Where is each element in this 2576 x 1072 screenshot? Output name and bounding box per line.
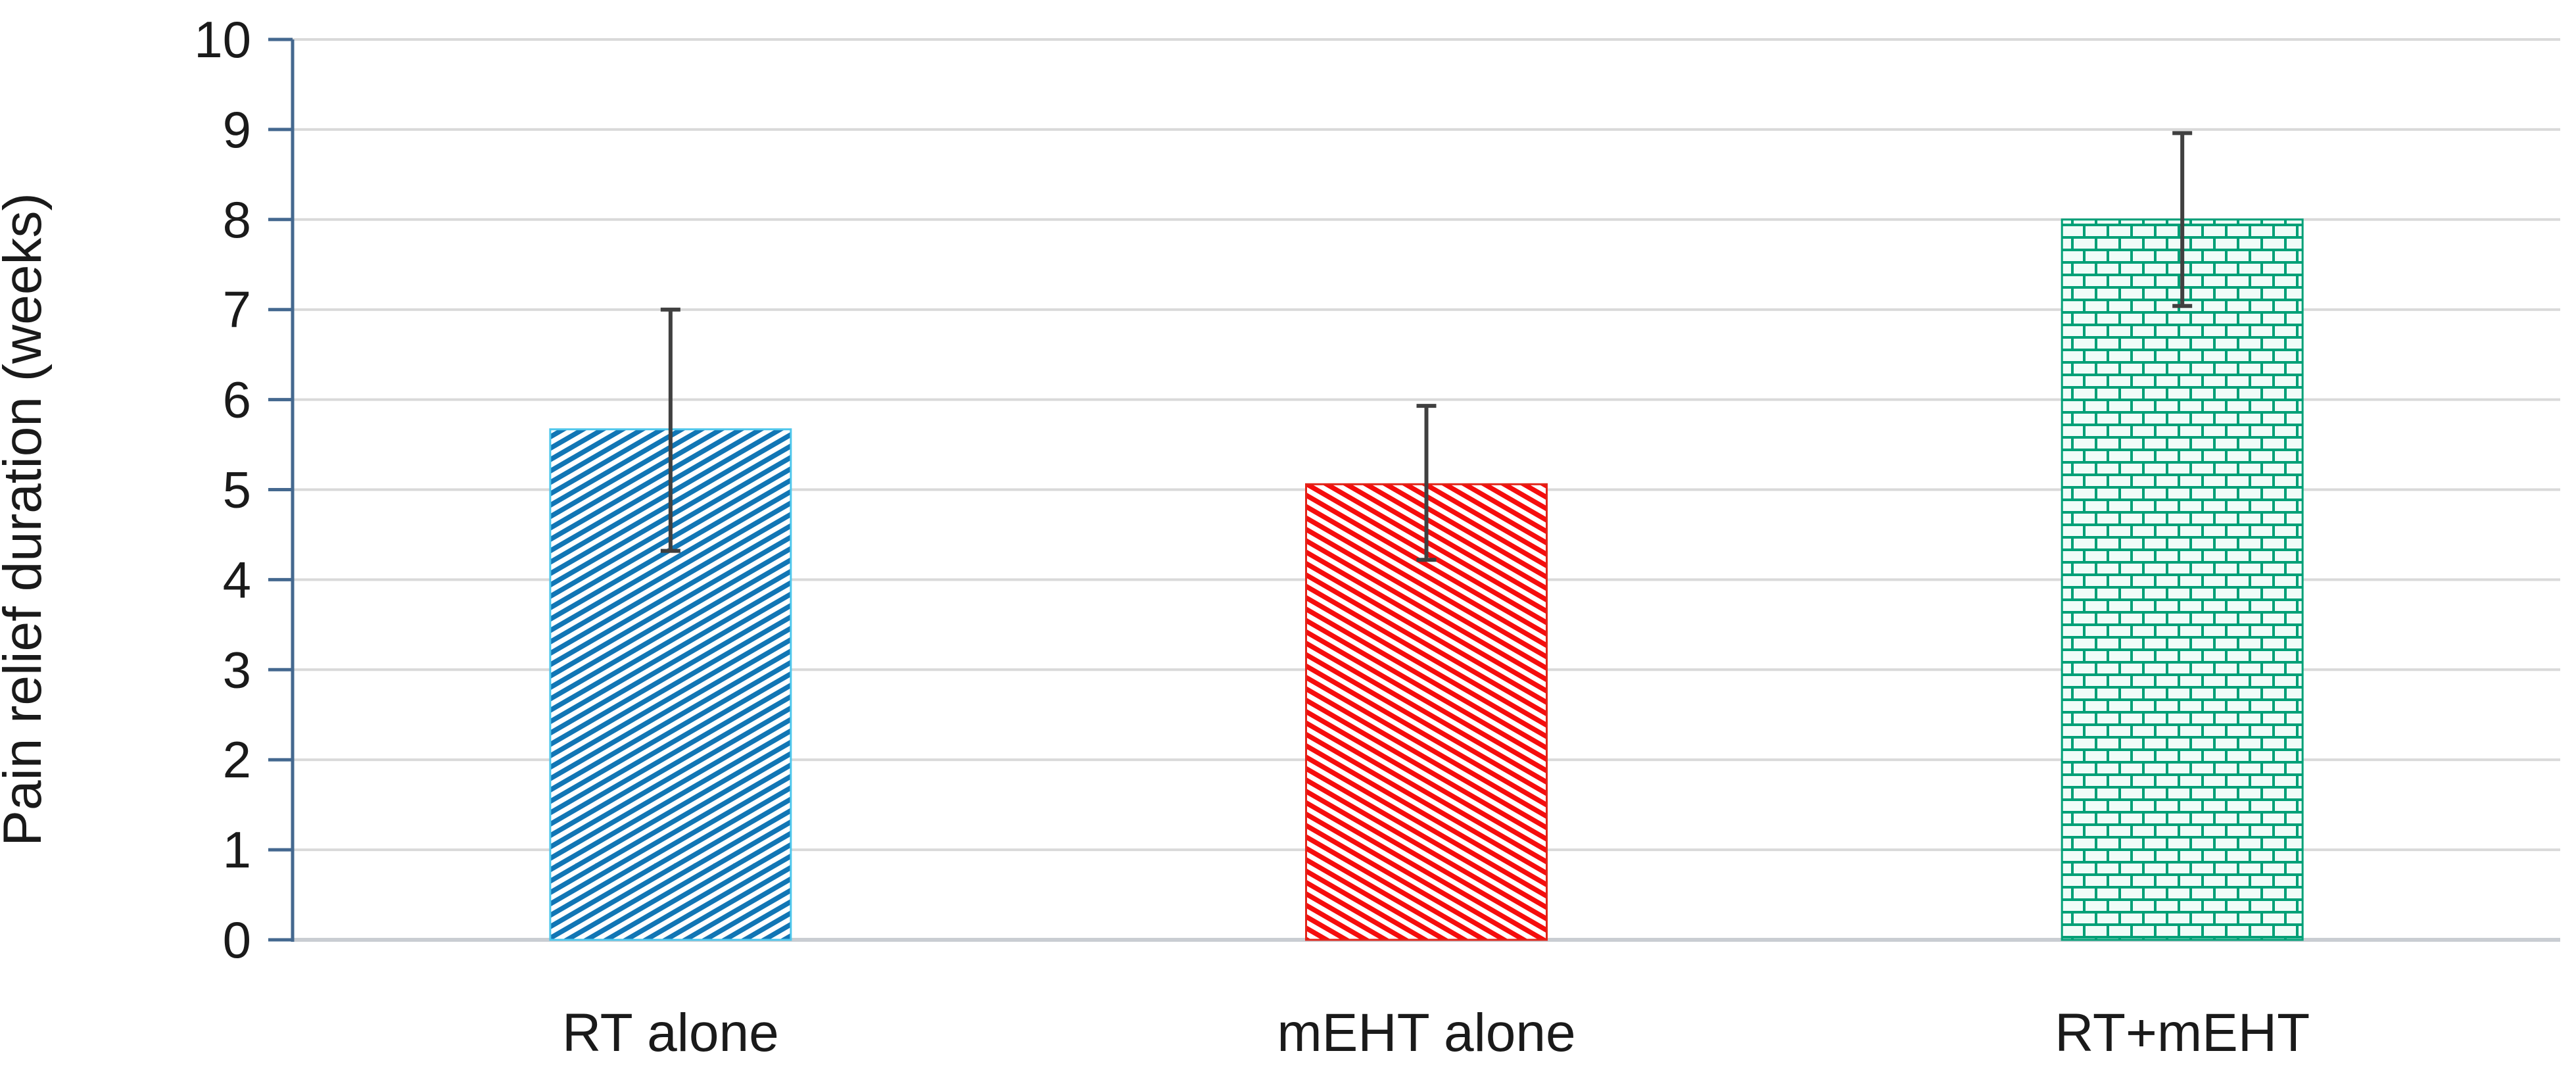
y-tick-label-7: 7	[223, 281, 251, 339]
y-tick-label-9: 9	[223, 101, 251, 158]
axes	[268, 37, 295, 942]
y-tick-label-6: 6	[223, 371, 251, 429]
error-bar-meht-alone	[1416, 404, 1437, 562]
y-tick-label-1: 1	[223, 821, 251, 879]
y-tick-label-2: 2	[223, 731, 251, 789]
error-bar-rt-meht	[2172, 131, 2193, 308]
y-tick-label-0: 0	[223, 911, 251, 969]
x-category-label-rt-alone: RT alone	[562, 1003, 779, 1063]
error-bar-rt-alone	[660, 307, 680, 553]
y-axis-title: Pain relief duration (weeks)	[0, 193, 53, 846]
bars	[549, 218, 2304, 941]
y-tick-label-4: 4	[223, 550, 251, 608]
y-tick-label-3: 3	[223, 641, 251, 698]
x-category-label-rt-meht: RT+mEHT	[2055, 1003, 2310, 1063]
y-tick-labels: 0 1 2 3 4 5 6 7 8 9 10	[194, 11, 251, 969]
x-category-label-meht-alone: mEHT alone	[1277, 1003, 1575, 1063]
x-category-labels: RT alone mEHT alone RT+mEHT	[562, 1003, 2310, 1063]
bar-rt-meht	[2061, 218, 2304, 941]
y-tick-label-10: 10	[194, 11, 251, 68]
y-tick-label-5: 5	[223, 461, 251, 519]
error-bars	[660, 131, 2193, 562]
y-tick-label-8: 8	[223, 191, 251, 249]
